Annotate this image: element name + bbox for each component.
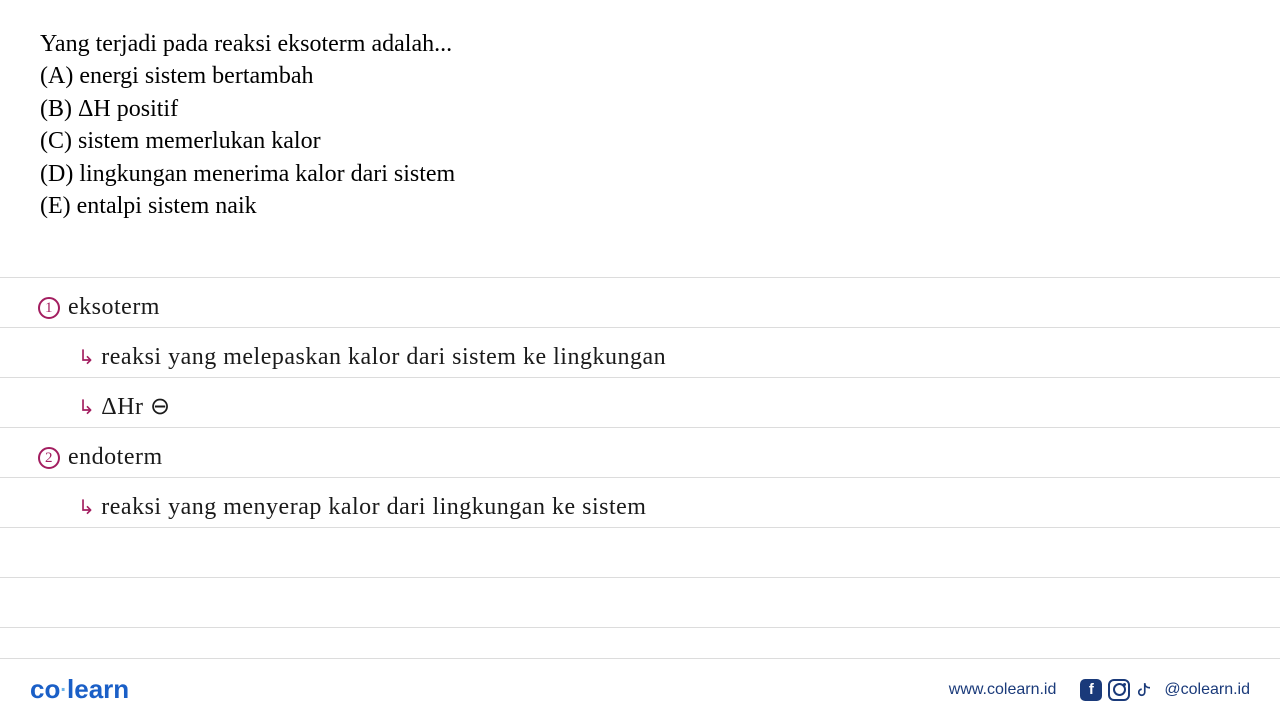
ruled-line: ↳reaksi yang melepaskan kalor dari siste…: [0, 328, 1280, 378]
circled-number-1-icon: 1: [38, 297, 60, 319]
option-a: (A) energi sistem bertambah: [40, 60, 1240, 92]
circled-number-2-icon: 2: [38, 447, 60, 469]
note-line-3: ↳ΔHr ⊖: [78, 392, 171, 421]
footer-url[interactable]: www.colearn.id: [949, 681, 1057, 699]
colearn-logo: co·learn: [30, 674, 129, 705]
arrow-icon: ↳: [78, 497, 95, 519]
option-d: (D) lingkungan menerima kalor dari siste…: [40, 158, 1240, 190]
note-line-4: 2endoterm: [38, 444, 163, 471]
arrow-icon: ↳: [78, 347, 95, 369]
ruled-line: [0, 260, 1280, 278]
instagram-icon[interactable]: [1108, 679, 1130, 701]
note-line-5: ↳reaksi yang menyerap kalor dari lingkun…: [78, 494, 646, 521]
footer: co·learn www.colearn.id f @colearn.id: [0, 658, 1280, 720]
social-icons: f @colearn.id: [1080, 679, 1250, 701]
handwritten-notes: 1eksoterm ↳reaksi yang melepaskan kalor …: [0, 260, 1280, 628]
ruled-line: 2endoterm: [0, 428, 1280, 478]
ruled-line: ↳reaksi yang menyerap kalor dari lingkun…: [0, 478, 1280, 528]
option-e: (E) entalpi sistem naik: [40, 190, 1240, 222]
note-line-2: ↳reaksi yang melepaskan kalor dari siste…: [78, 344, 666, 371]
ruled-line: [0, 578, 1280, 628]
tiktok-icon[interactable]: [1136, 679, 1158, 701]
footer-right: www.colearn.id f @colearn.id: [949, 679, 1250, 701]
note-line-1: 1eksoterm: [38, 294, 160, 321]
ruled-line: [0, 528, 1280, 578]
ruled-line: 1eksoterm: [0, 278, 1280, 328]
facebook-icon[interactable]: f: [1080, 679, 1102, 701]
social-handle[interactable]: @colearn.id: [1164, 681, 1250, 699]
ruled-line: ↳ΔHr ⊖: [0, 378, 1280, 428]
arrow-icon: ↳: [78, 397, 95, 419]
question-prompt: Yang terjadi pada reaksi eksoterm adalah…: [40, 28, 1240, 60]
option-c: (C) sistem memerlukan kalor: [40, 125, 1240, 157]
question-block: Yang terjadi pada reaksi eksoterm adalah…: [0, 0, 1280, 232]
option-b: (B) ΔH positif: [40, 93, 1240, 125]
